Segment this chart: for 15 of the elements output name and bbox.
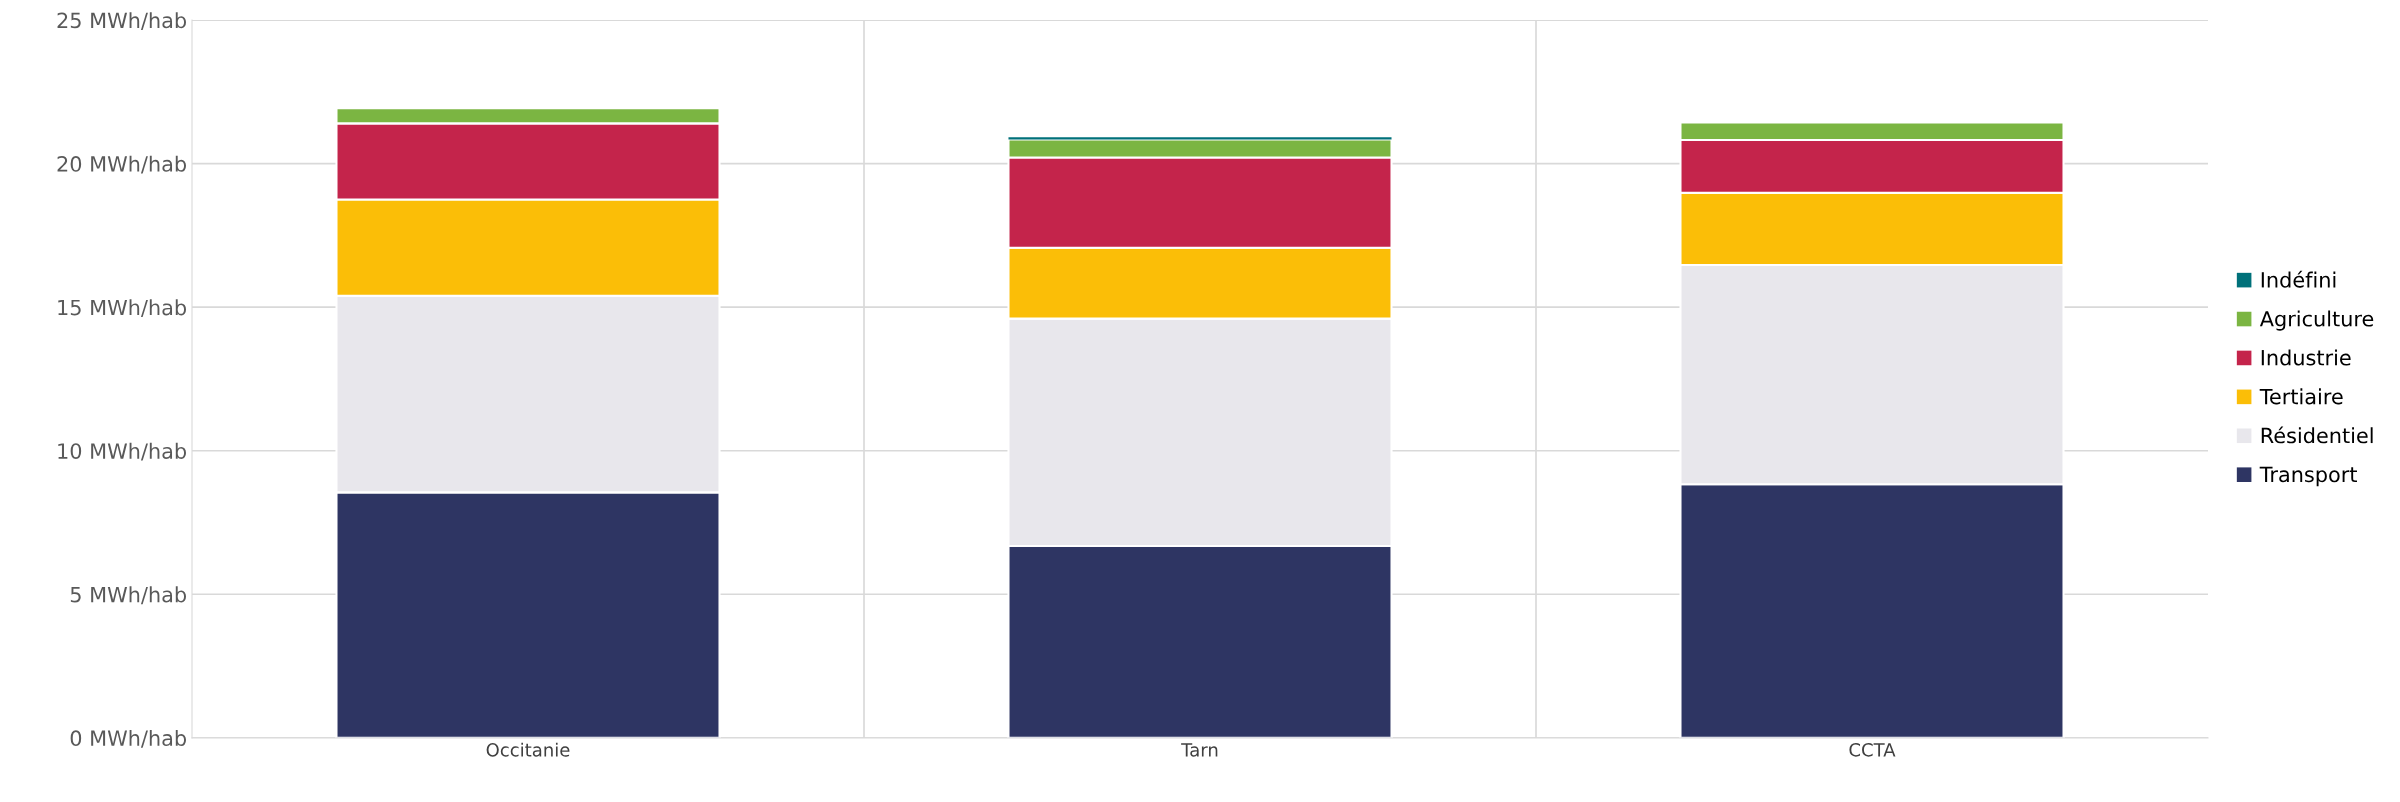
y-tick-label: 15 MWh/hab xyxy=(58,299,186,318)
x-tick-label: Occitanie xyxy=(486,742,570,757)
legend-label: Indéfini xyxy=(2261,270,2336,288)
x-tick-label: CCTA xyxy=(1849,743,1896,757)
y-tick-label: 0 MWh/hab xyxy=(70,729,186,748)
legend-label: Industrie xyxy=(2261,349,2351,366)
legend-label: Transport xyxy=(2259,466,2357,487)
legend-label: Résidentiel xyxy=(2261,426,2373,444)
legend-label: Agriculture xyxy=(2259,310,2374,331)
y-tick-label: 20 MWh/hab xyxy=(57,155,186,174)
y-tick-label: 25 MWh/hab xyxy=(57,12,186,30)
y-tick-label: 5 MWh/hab xyxy=(70,586,186,605)
legend-label: Tertiaire xyxy=(2259,388,2343,405)
x-tick-label: Tarn xyxy=(1181,743,1218,757)
y-tick-label: 10 MWh/hab xyxy=(58,442,186,461)
